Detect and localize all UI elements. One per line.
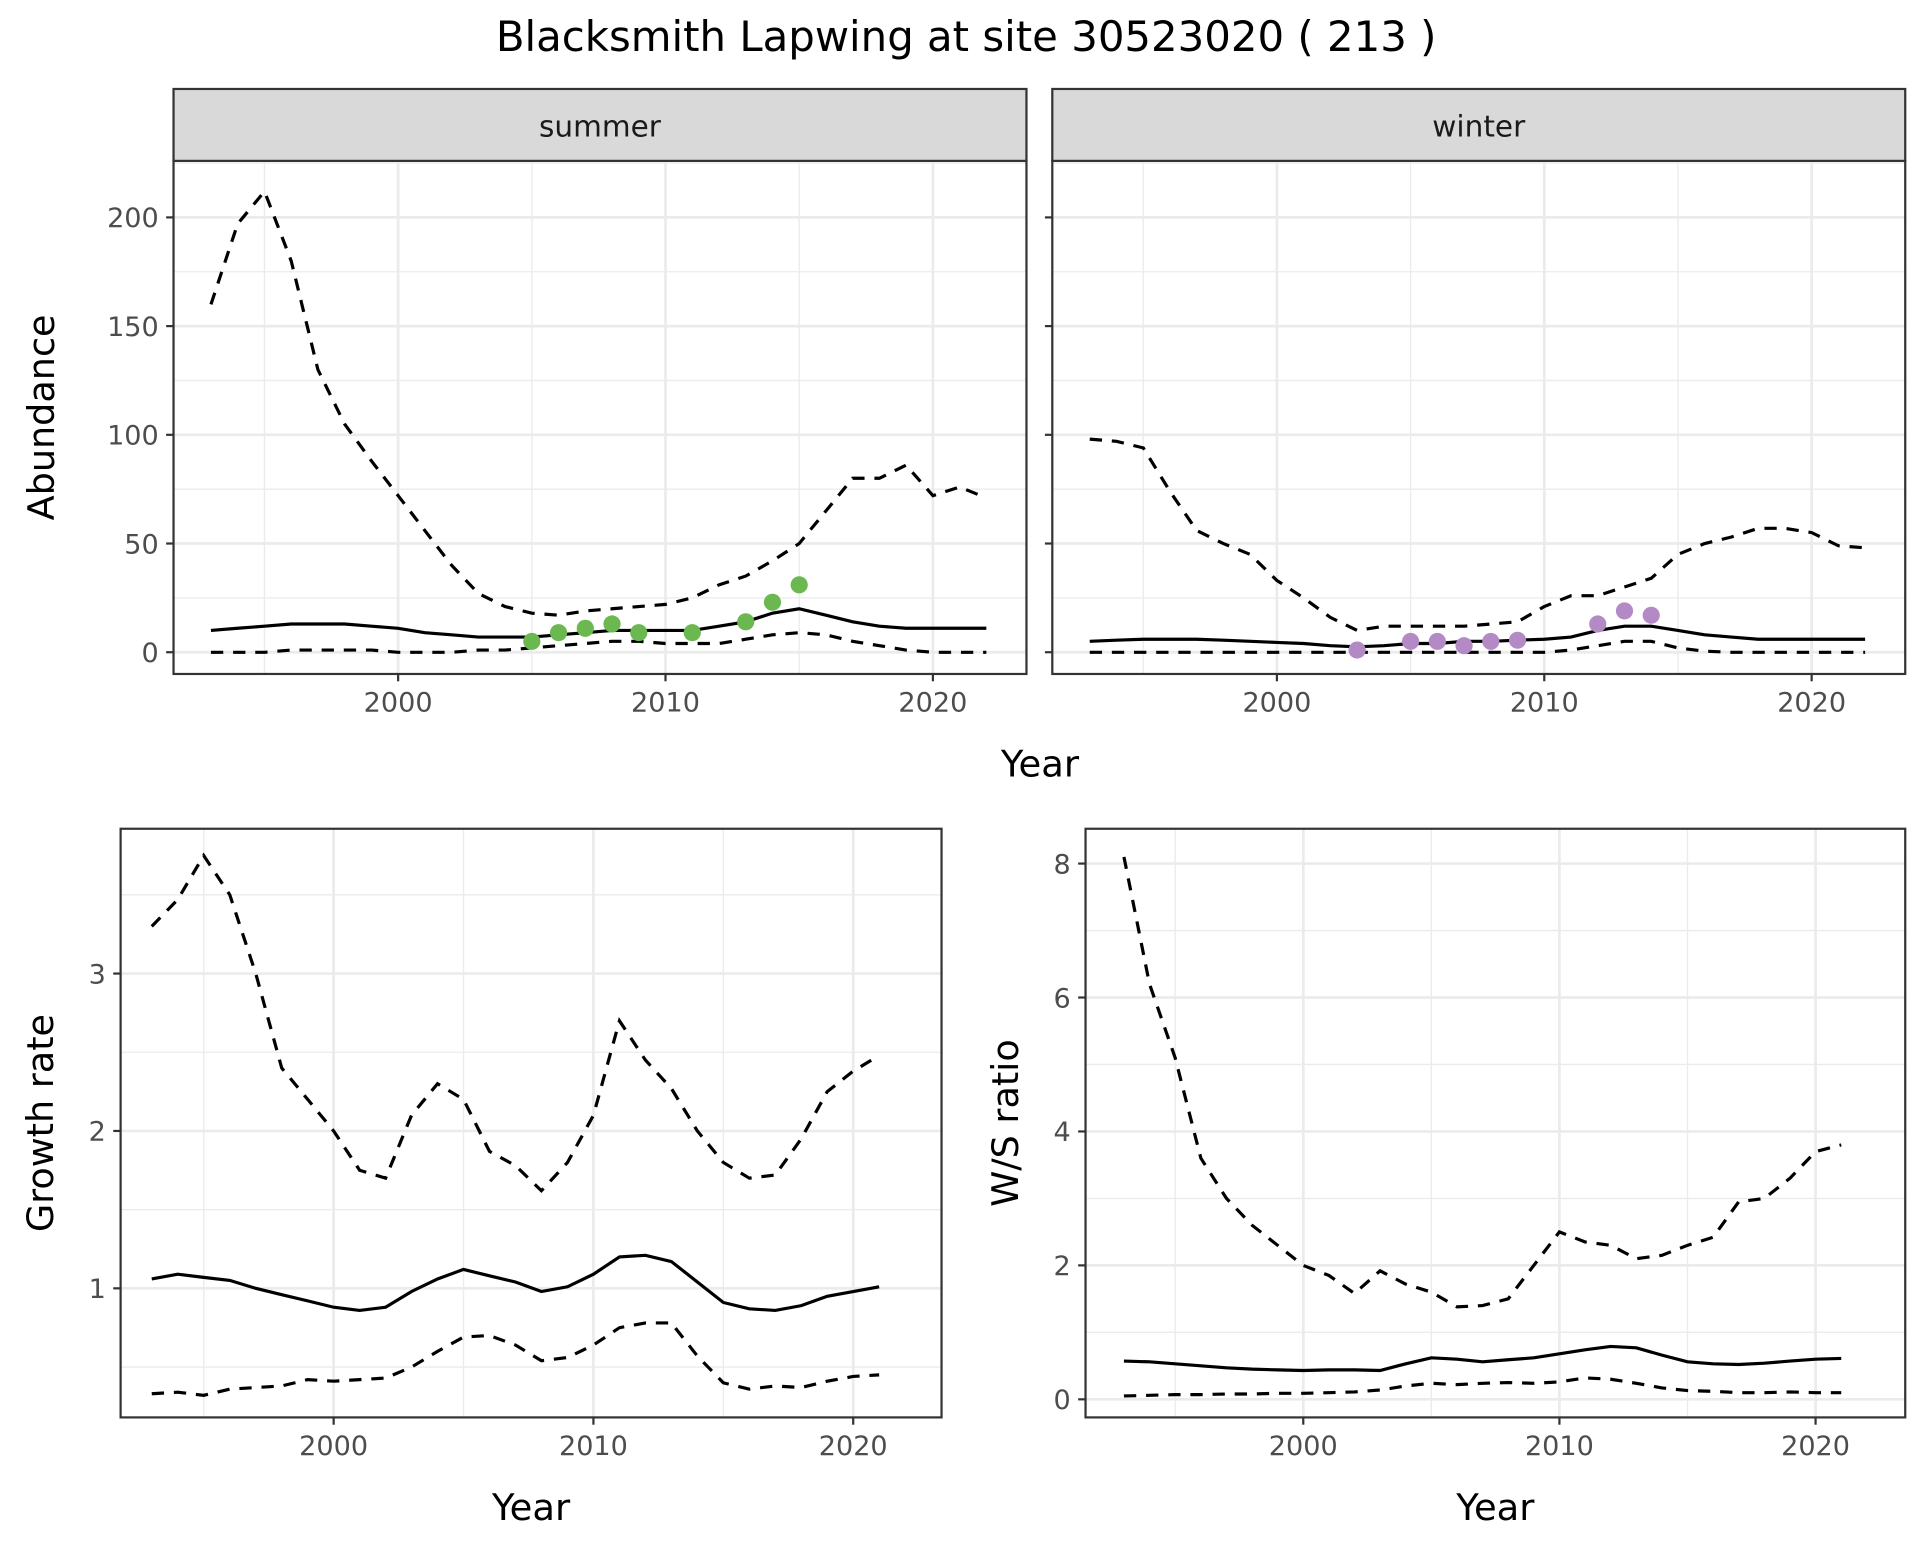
data-point — [1348, 641, 1366, 659]
y-tick-label: 200 — [107, 203, 159, 234]
plot-background — [1085, 828, 1906, 1418]
mean-line — [1123, 1344, 1842, 1373]
y-tick-label: 6 — [1054, 983, 1071, 1014]
y-tick-label: 100 — [107, 421, 159, 452]
data-point — [1428, 632, 1446, 650]
data-point — [576, 619, 594, 637]
x-tick-label: 2000 — [1242, 688, 1311, 719]
facet-strip — [172, 87, 1028, 162]
mean-line — [151, 1253, 880, 1312]
y-tick-label: 0 — [142, 638, 159, 669]
data-point — [1508, 631, 1527, 649]
plot-background — [120, 828, 942, 1418]
panel-border — [1084, 827, 1907, 1419]
facet-label: winter — [1432, 110, 1526, 144]
panel-3: 2000 2010 2020 0 2 4 6 8 W/S ratio Year — [984, 827, 1907, 1529]
panel-summer: summer 2000 2010 2020 0 50 100 150 200 Abundance Y… — [20, 87, 1080, 786]
data-point — [737, 613, 755, 631]
panel-2: 2000 2010 2020 1 2 3 Growth rate Year — [19, 827, 943, 1529]
upper-bound-line — [209, 188, 987, 617]
mean-line — [210, 607, 987, 639]
data-point — [1401, 632, 1420, 650]
x-tick-label: 2010 — [559, 1431, 628, 1462]
upper-bound-line — [1089, 437, 1866, 633]
y-tick-label: 4 — [1054, 1117, 1071, 1148]
data-point — [763, 593, 782, 611]
data-point — [1642, 606, 1660, 624]
mean-line — [1089, 624, 1866, 649]
x-tick-label: 2020 — [819, 1431, 888, 1462]
x-axis-label: Year — [491, 1486, 571, 1529]
data-point — [603, 615, 621, 633]
panel-winter: winter 2000 2010 2020 — [1044, 87, 1907, 719]
x-tick-label: 2020 — [898, 688, 967, 719]
y-tick-label: 8 — [1054, 849, 1071, 880]
y-tick-label: 0 — [1054, 1385, 1071, 1416]
x-tick-label: 2000 — [1269, 1431, 1338, 1462]
y-axis-label: Abundance — [20, 314, 63, 520]
data-point — [523, 632, 541, 650]
x-tick-label: 2020 — [1781, 1431, 1850, 1462]
facet-label: summer — [539, 110, 662, 144]
data-point — [1615, 602, 1634, 620]
x-tick-label: 2000 — [364, 688, 433, 719]
x-tick-label: 2020 — [1777, 688, 1846, 719]
x-tick-label: 2010 — [631, 688, 700, 719]
chart-title: Blacksmith Lapwing at site 30523020 ( 21… — [496, 12, 1437, 61]
x-axis-label: Year — [1455, 1486, 1535, 1529]
y-tick-label: 150 — [107, 312, 159, 343]
y-tick-label: 2 — [89, 1117, 106, 1148]
plot-background — [173, 160, 1027, 674]
y-axis-label: W/S ratio — [984, 1039, 1027, 1207]
y-tick-label: 1 — [89, 1274, 106, 1305]
facet-strip — [1051, 87, 1907, 162]
y-tick-label: 2 — [1054, 1251, 1071, 1282]
x-tick-label: 2010 — [1525, 1431, 1594, 1462]
data-point — [683, 624, 701, 642]
data-point — [549, 624, 568, 642]
y-axis-label: Growth rate — [19, 1014, 62, 1232]
data-point — [1589, 615, 1607, 633]
y-tick-label: 50 — [124, 529, 158, 560]
lower-bound-line — [151, 1321, 880, 1397]
upper-bound-line — [1122, 856, 1842, 1309]
data-point — [630, 624, 648, 642]
data-point — [1455, 637, 1473, 655]
y-tick-label: 3 — [89, 959, 106, 990]
x-tick-label: 2000 — [299, 1431, 368, 1462]
lower-bound-line — [210, 631, 987, 654]
x-axis-label: Year — [1000, 743, 1080, 786]
data-point — [790, 576, 808, 594]
lower-bound-line — [1123, 1376, 1842, 1398]
x-tick-label: 2010 — [1510, 688, 1579, 719]
data-point — [1482, 632, 1500, 650]
lower-bound-line — [1089, 639, 1866, 654]
plot-background — [1052, 160, 1906, 674]
panel-border — [119, 827, 943, 1419]
